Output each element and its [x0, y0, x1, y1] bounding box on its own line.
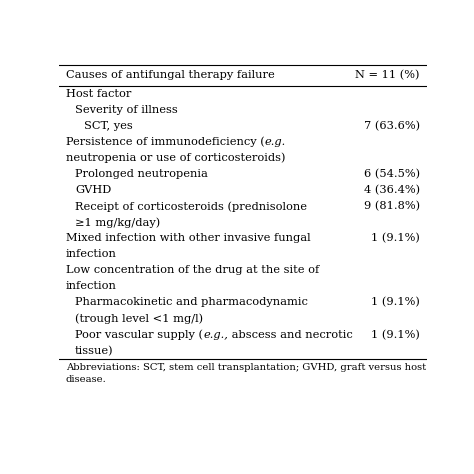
Text: e.g.: e.g.	[264, 137, 286, 147]
Text: infection: infection	[66, 249, 117, 259]
Text: tissue): tissue)	[75, 346, 114, 356]
Text: Persistence of immunodeficiency (: Persistence of immunodeficiency (	[66, 137, 264, 147]
Text: Low concentration of the drug at the site of: Low concentration of the drug at the sit…	[66, 265, 319, 275]
Text: 1 (9.1%): 1 (9.1%)	[371, 233, 420, 244]
Text: 6 (54.5%): 6 (54.5%)	[364, 169, 420, 179]
Text: infection: infection	[66, 282, 117, 292]
Text: neutropenia or use of corticosteroids): neutropenia or use of corticosteroids)	[66, 153, 285, 164]
Text: 1 (9.1%): 1 (9.1%)	[371, 297, 420, 308]
Text: (trough level <1 mg/l): (trough level <1 mg/l)	[75, 313, 203, 324]
Text: Mixed infection with other invasive fungal: Mixed infection with other invasive fung…	[66, 233, 310, 243]
Text: abscess and necrotic: abscess and necrotic	[228, 329, 353, 339]
Text: 4 (36.4%): 4 (36.4%)	[364, 185, 420, 195]
Text: 1 (9.1%): 1 (9.1%)	[371, 329, 420, 340]
Text: Pharmacokinetic and pharmacodynamic: Pharmacokinetic and pharmacodynamic	[75, 297, 308, 308]
Text: Abbreviations: SCT, stem cell transplantation; GVHD, graft versus host
disease.: Abbreviations: SCT, stem cell transplant…	[66, 363, 426, 384]
Text: N = 11 (%): N = 11 (%)	[356, 70, 420, 81]
Text: Prolonged neutropenia: Prolonged neutropenia	[75, 169, 208, 179]
Text: Severity of illness: Severity of illness	[75, 105, 178, 115]
Text: Receipt of corticosteroids (prednisolone: Receipt of corticosteroids (prednisolone	[75, 201, 307, 211]
Text: ≥1 mg/kg/day): ≥1 mg/kg/day)	[75, 217, 160, 228]
Text: 9 (81.8%): 9 (81.8%)	[364, 201, 420, 211]
Text: GVHD: GVHD	[75, 185, 111, 195]
Text: Host factor: Host factor	[66, 89, 131, 99]
Text: e.g.,: e.g.,	[203, 329, 228, 339]
Text: SCT, yes: SCT, yes	[84, 121, 133, 131]
Text: Poor vascular supply (: Poor vascular supply (	[75, 329, 203, 340]
Text: Causes of antifungal therapy failure: Causes of antifungal therapy failure	[66, 70, 274, 81]
Text: 7 (63.6%): 7 (63.6%)	[364, 121, 420, 131]
